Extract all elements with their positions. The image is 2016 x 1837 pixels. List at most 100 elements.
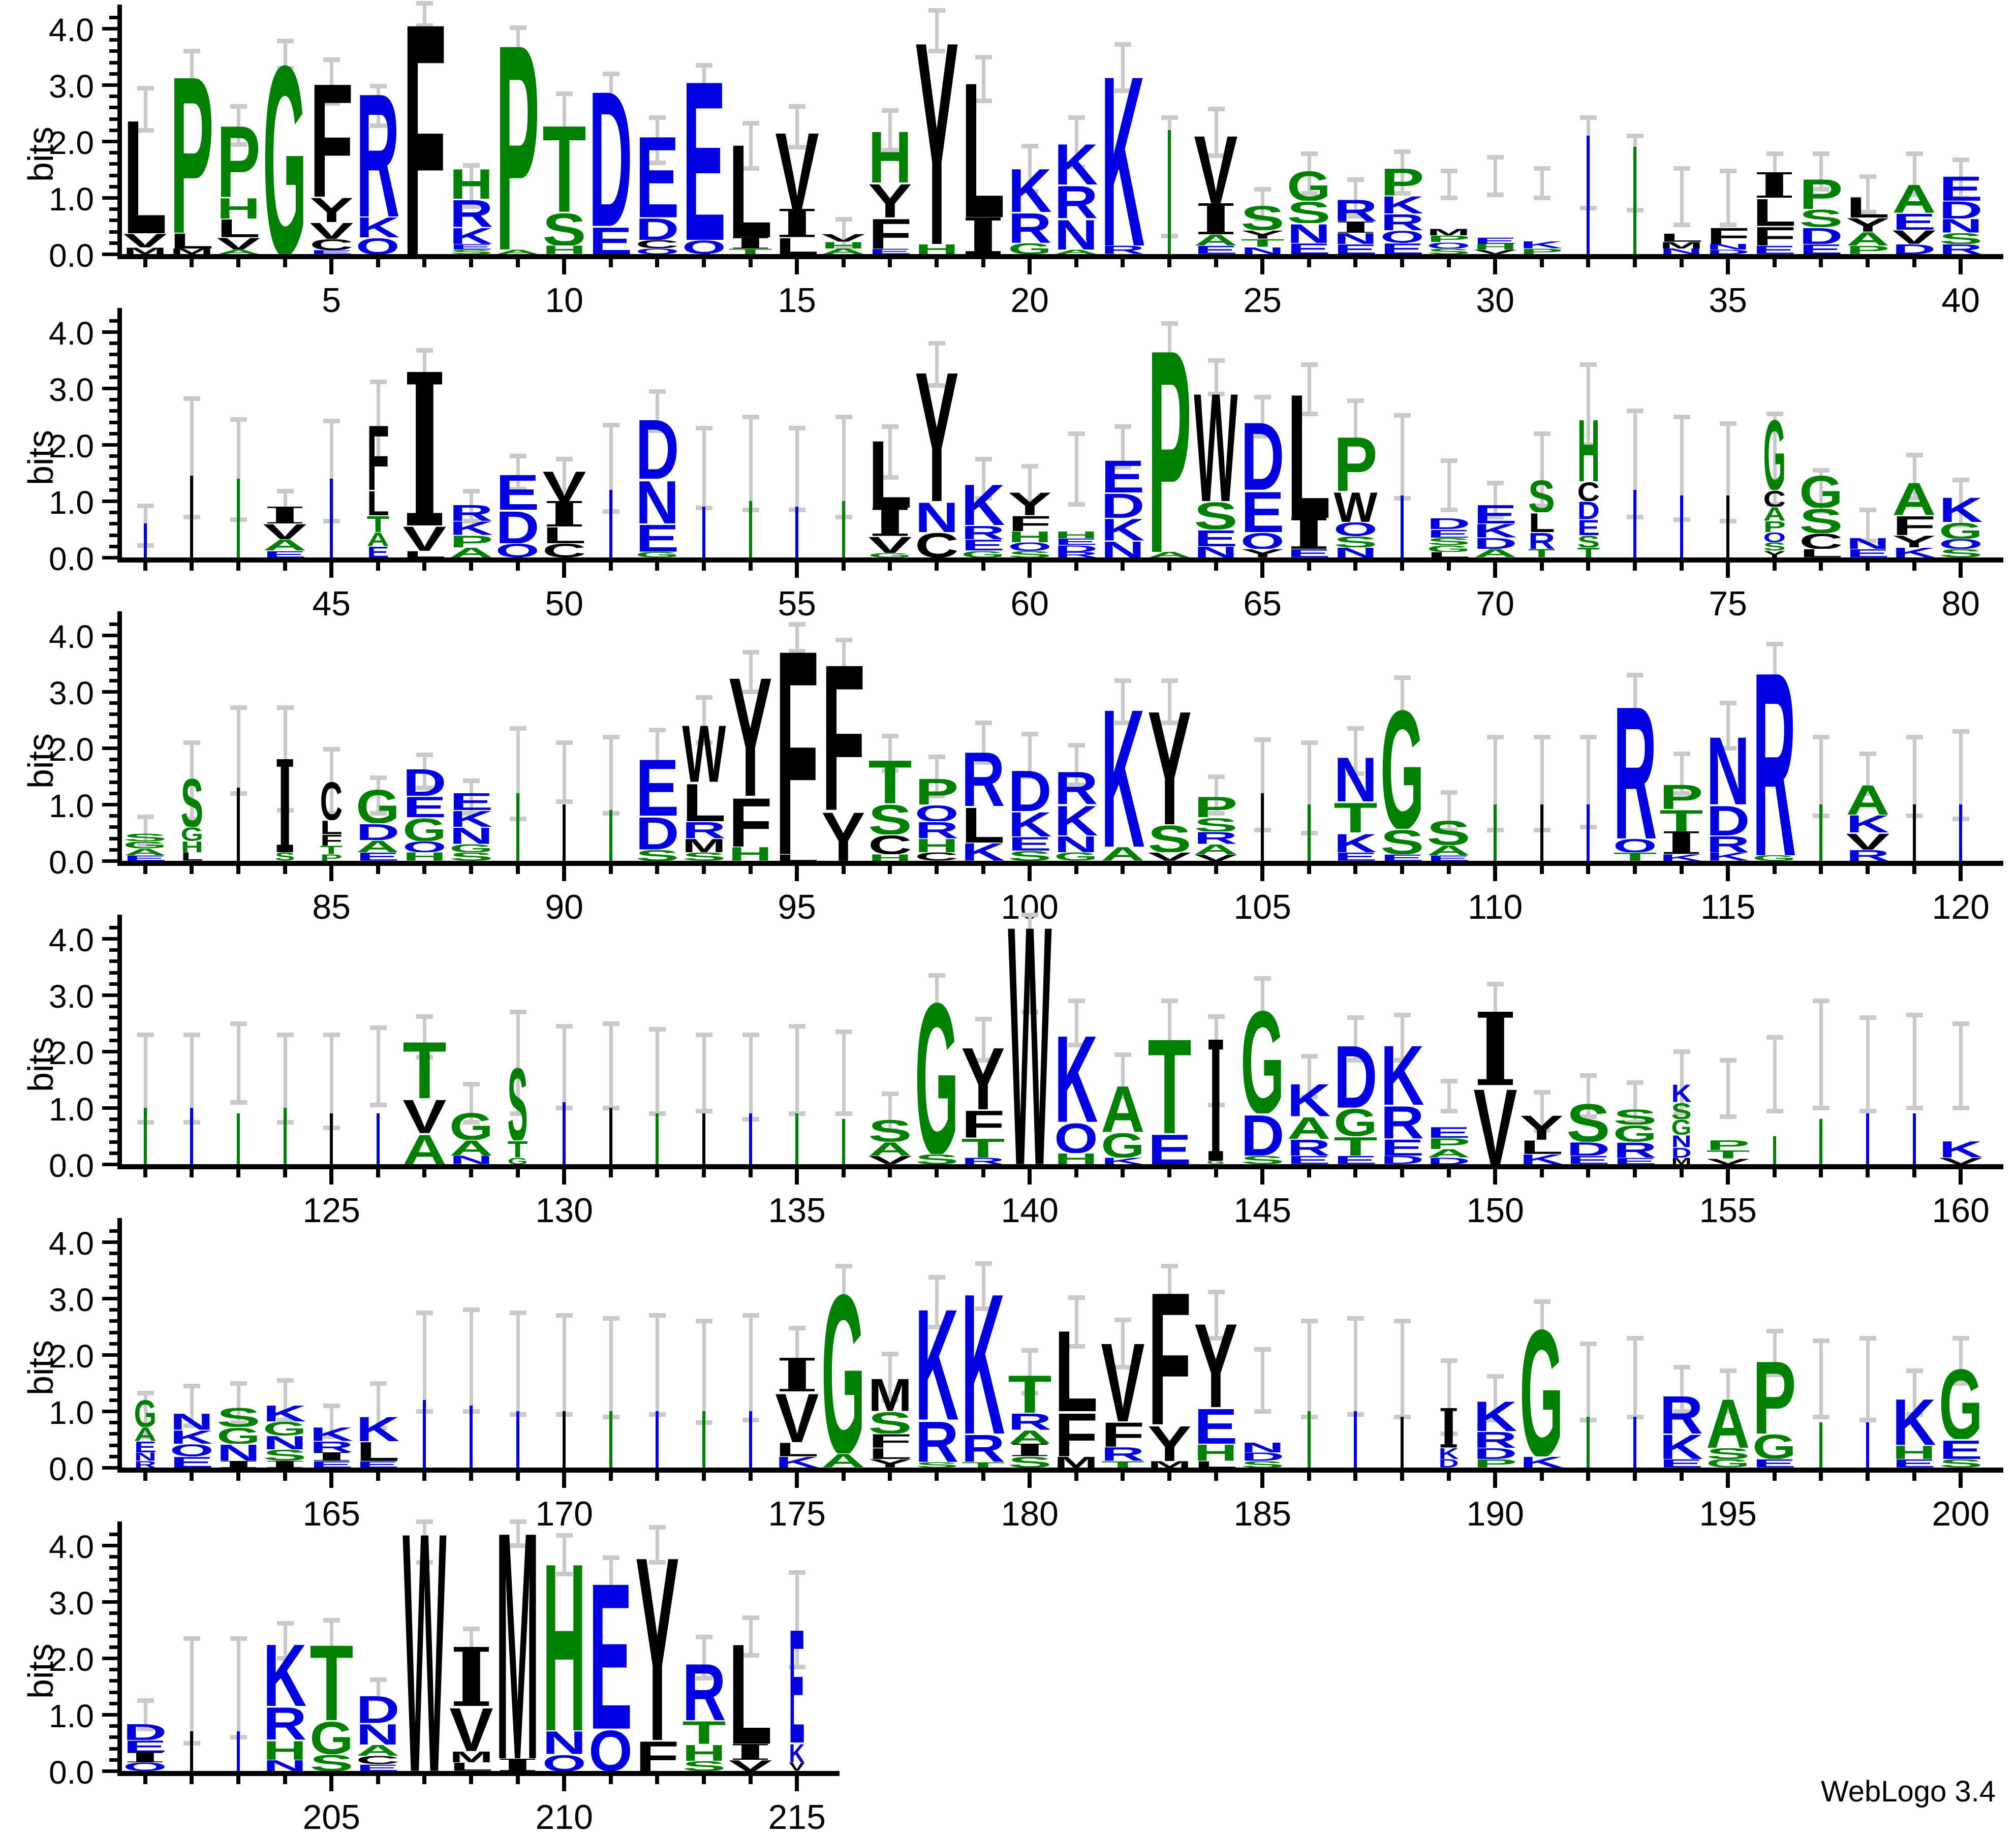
error-bar: [888, 735, 892, 771]
x-axis-tick: [1726, 866, 1730, 881]
x-axis-tick: [1353, 866, 1358, 874]
logo-letter-I: [563, 804, 566, 861]
logo-letter-L: L: [355, 1441, 400, 1461]
logo-letter-S: S: [542, 212, 587, 246]
svg-text:V: V: [263, 523, 307, 539]
logo-letter-L: L: [774, 854, 820, 861]
logo-letter-S: S: [1147, 824, 1192, 853]
svg-text:K: K: [449, 227, 493, 244]
logo-letter-Q: Q: [1380, 230, 1425, 242]
svg-text:A: A: [1054, 250, 1098, 254]
error-bar-cap: [1440, 458, 1457, 463]
y-axis-tick: [109, 162, 117, 166]
logo-letter-G: G: [309, 1720, 354, 1754]
logo-letter-S: S: [1240, 205, 1285, 230]
logo-letter-M: M: [495, 1521, 540, 1758]
svg-text:S: S: [542, 212, 586, 246]
logo-letter-D: D: [1333, 1043, 1378, 1108]
logo-letter-G: G: [914, 996, 959, 1154]
logo-letter-G: G: [1206, 1161, 1225, 1164]
svg-text:S: S: [1147, 824, 1191, 853]
error-bar: [1819, 470, 1823, 511]
x-axis-tick: [1121, 259, 1125, 267]
logo-letter-N: [1633, 489, 1636, 557]
y-axis-tick-label: 2.0: [49, 1035, 94, 1071]
svg-text:R: R: [1008, 1413, 1051, 1429]
logo-letter-K: K: [960, 483, 1006, 525]
error-bar-cap: [183, 740, 201, 745]
error-bar: [609, 1558, 613, 1596]
svg-text:A: A: [1147, 552, 1191, 557]
error-bar: [190, 1386, 194, 1425]
logo-letter-F: F: [960, 1109, 1006, 1138]
error-bar-cap: [276, 1621, 294, 1626]
x-axis-tick-label: 10: [545, 281, 583, 320]
x-axis-tick: [1400, 866, 1404, 874]
svg-text:E: E: [589, 226, 633, 255]
logo-letter-F: F: [366, 422, 390, 490]
logo-letter-E: E: [1053, 538, 1099, 545]
logo-letter-N: N: [1845, 538, 1890, 549]
svg-text:K: K: [1939, 1140, 1982, 1157]
y-axis-tick: [109, 1252, 117, 1256]
error-bar-cap: [1207, 1014, 1225, 1019]
weblogo-version-label: WebLogo 3.4: [1821, 1775, 1996, 1808]
svg-text:E: E: [1333, 852, 1377, 861]
error-bar: [283, 1623, 287, 1658]
logo-letter-P: P: [914, 777, 959, 804]
error-bar: [609, 1318, 613, 1417]
logo-letter-E: E: [1100, 459, 1145, 493]
svg-text:F: F: [868, 217, 912, 248]
y-axis-tick-label: 3.0: [49, 1282, 94, 1318]
svg-text:S: S: [180, 776, 203, 827]
logo-letter-I: I: [728, 237, 773, 248]
error-bar: [842, 639, 846, 675]
error-bar: [609, 73, 613, 110]
error-bar: [1354, 728, 1358, 773]
x-axis-tick: [376, 1776, 380, 1784]
error-bar-cap: [1021, 143, 1039, 148]
logo-letter-L: L: [867, 1448, 913, 1459]
logo-letter-E: E: [1286, 243, 1331, 254]
svg-text:L: L: [1287, 388, 1331, 518]
svg-text:E: E: [1566, 1156, 1610, 1164]
error-bar-cap: [1813, 734, 1830, 739]
logo-letter-M: M: [1147, 1461, 1192, 1468]
logo-letter-R: R: [681, 821, 727, 838]
logo-letter-S: S: [681, 1761, 727, 1771]
error-bar-cap: [602, 423, 619, 428]
error-bar-cap: [1720, 701, 1737, 706]
error-bar-cap: [649, 389, 666, 394]
svg-text:T: T: [962, 1462, 1005, 1468]
logo-letter-P: P: [1426, 1138, 1471, 1149]
x-axis-tick: [1959, 563, 1963, 578]
svg-text:S: S: [1799, 209, 1843, 227]
error-bar-cap: [556, 456, 573, 461]
error-bar-cap: [1627, 672, 1643, 677]
svg-text:T: T: [1660, 809, 1703, 831]
logo-letter-N: N: [914, 501, 959, 532]
error-bar-cap: [463, 1627, 480, 1632]
svg-text:Y: Y: [1147, 1424, 1191, 1461]
logo-letter-E: E: [262, 551, 307, 557]
svg-text:R: R: [1008, 212, 1051, 243]
svg-text:L: L: [1427, 552, 1471, 557]
x-axis-tick: [562, 1473, 567, 1488]
svg-text:F: F: [1147, 1286, 1191, 1424]
y-axis: [117, 915, 122, 1169]
x-axis: [117, 1164, 2003, 1169]
logo-letter-A: A: [1426, 1149, 1471, 1158]
logo-letter-P: P: [449, 535, 494, 547]
error-bar-cap: [416, 23, 433, 28]
logo-letter-N: N: [1705, 244, 1751, 250]
logo-letter-A: A: [1891, 183, 1937, 213]
logo-letter-G: G: [1938, 1366, 1983, 1439]
y-axis-tick: [109, 1701, 117, 1705]
logo-letter-V: V: [1891, 230, 1937, 244]
svg-text:R: R: [1613, 1142, 1657, 1158]
svg-text:S: S: [1577, 535, 1599, 547]
svg-text:A: A: [1846, 784, 1889, 815]
error-bar: [423, 755, 427, 788]
x-axis-tick: [283, 1169, 287, 1177]
error-bar-cap: [1813, 509, 1830, 514]
